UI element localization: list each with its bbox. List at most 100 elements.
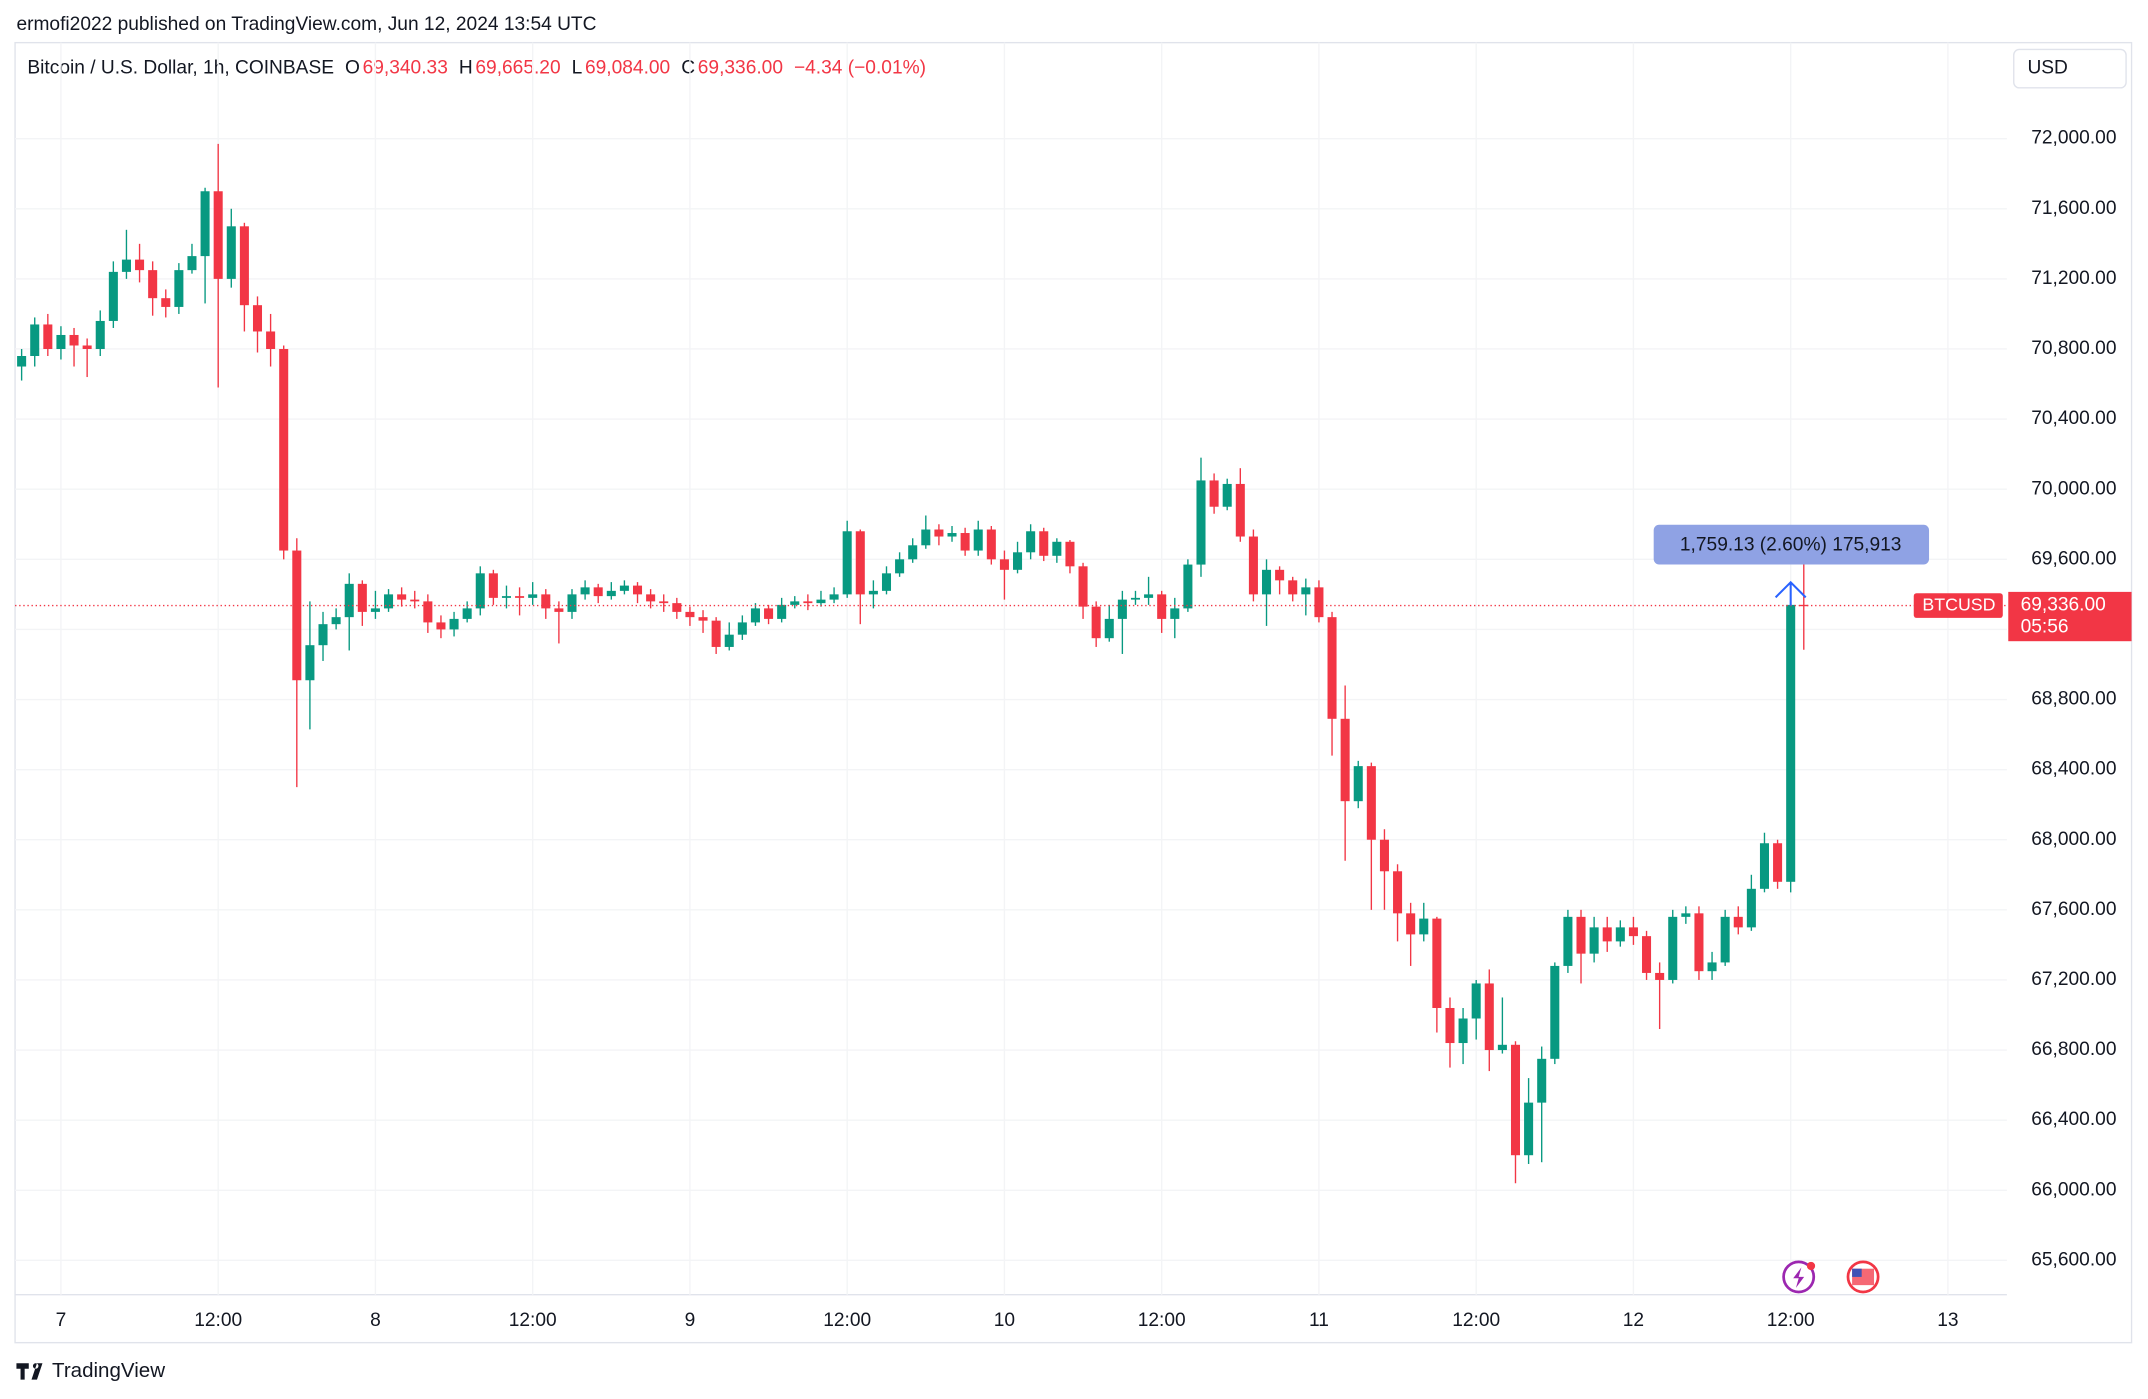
y-tick-label: 70,400.00 (2031, 408, 2116, 429)
candle-body (1628, 927, 1638, 937)
candle-body (1550, 965, 1560, 1059)
candle-body (1746, 888, 1756, 928)
candle-body (1327, 617, 1337, 719)
candle-body (1642, 936, 1652, 973)
candle-body (816, 599, 826, 604)
price-label: 69,336.00 (2021, 595, 2106, 616)
y-tick-label: 71,200.00 (2031, 268, 2116, 289)
candle-body (357, 583, 367, 612)
candle-body (1576, 916, 1586, 954)
candle-body (82, 345, 92, 349)
candle-body (1393, 871, 1403, 914)
candle-body (56, 334, 66, 349)
x-tick-label: 13 (1937, 1310, 1958, 1331)
candle-body (764, 608, 774, 619)
candle-body (1773, 843, 1783, 882)
candle-body (344, 583, 354, 618)
brand: TradingView (52, 1359, 165, 1382)
x-tick-label: 12:00 (823, 1310, 871, 1331)
candle-body (239, 226, 249, 306)
candle-body (1432, 918, 1442, 1008)
candle-body (619, 585, 629, 591)
candle-body (1720, 916, 1730, 963)
candle-body (868, 590, 878, 595)
legend-value: 69,084.00 (585, 58, 670, 79)
candle-body (397, 594, 407, 600)
candle-body (1655, 972, 1665, 980)
legend-value: 69,665.20 (475, 58, 560, 79)
y-tick-label: 70,800.00 (2031, 338, 2116, 359)
candle-body (999, 559, 1009, 570)
candle-body (855, 531, 865, 595)
x-tick-label: 12:00 (194, 1310, 242, 1331)
legend-change: −4.34 (−0.01%) (794, 58, 926, 79)
footer-logo: TradingView (16, 1359, 165, 1382)
candle-body (462, 608, 472, 619)
y-tick-label: 67,600.00 (2031, 899, 2116, 920)
candle-body (1733, 916, 1743, 928)
candle-body (632, 585, 643, 595)
y-tick-label: 67,200.00 (2031, 969, 2116, 990)
candle-body (1471, 983, 1481, 1019)
candle-body (1248, 536, 1258, 595)
measure-box (1653, 524, 1930, 565)
x-tick-label: 12:00 (1138, 1310, 1186, 1331)
candle-body (1759, 843, 1769, 889)
legend-key: L (572, 58, 583, 79)
candle-body (777, 604, 787, 619)
candle-body (1668, 916, 1678, 980)
candle-body (1563, 916, 1573, 966)
x-tick-label: 8 (370, 1310, 381, 1331)
symbol-label: BTCUSD (1922, 594, 1995, 614)
candle-body (567, 594, 577, 612)
symbol-tag (1913, 593, 2003, 618)
candle-body (1052, 541, 1062, 556)
candle-body (973, 529, 983, 551)
candle-body (501, 596, 511, 598)
y-tick-label: 65,600.00 (2031, 1249, 2116, 1270)
candle-body (43, 324, 53, 349)
x-tick-label: 7 (56, 1310, 67, 1331)
candle-body (934, 529, 944, 537)
candle-body (1091, 606, 1101, 639)
candle-body (449, 618, 459, 630)
y-tick-label: 66,400.00 (2031, 1109, 2116, 1130)
candle-body (803, 601, 813, 604)
candle-body (1602, 927, 1612, 942)
candle-body (1013, 552, 1023, 570)
y-tick-label: 66,800.00 (2031, 1039, 2116, 1060)
measure-label: 1,759.13 (2.60%) 175,913 (1680, 534, 1902, 555)
legend-title: Bitcoin / U.S. Dollar, 1h, COINBASE (27, 58, 334, 79)
candle-body (711, 620, 721, 647)
candle-body (423, 601, 433, 623)
candle-body (606, 590, 616, 597)
candle-body (1170, 608, 1180, 619)
y-tick-label: 68,800.00 (2031, 689, 2116, 710)
candle-body (1314, 587, 1324, 618)
candle-body (1065, 541, 1075, 567)
candle-body (986, 529, 996, 560)
candle-body (1117, 599, 1127, 619)
candle-body (475, 573, 485, 609)
candle-body (1589, 927, 1599, 954)
candle-body (1301, 587, 1311, 595)
candle-body (541, 594, 551, 609)
candle-body (1786, 604, 1796, 882)
candle-body (1379, 839, 1389, 872)
legend-value: 69,340.33 (363, 58, 448, 79)
x-tick-label: 12 (1623, 1310, 1644, 1331)
candle-body (121, 259, 131, 272)
candle-body (305, 645, 315, 681)
candle-body (672, 603, 682, 612)
candle-body (318, 624, 328, 646)
candle-body (1104, 618, 1114, 639)
candle-body (1261, 569, 1272, 595)
candle-body (790, 601, 800, 605)
candle-body (1078, 566, 1088, 607)
currency-button[interactable] (2013, 48, 2127, 89)
candle-body (1222, 483, 1232, 507)
candle-body (69, 334, 79, 346)
candle-body (226, 226, 236, 279)
candle-body (1694, 913, 1704, 972)
